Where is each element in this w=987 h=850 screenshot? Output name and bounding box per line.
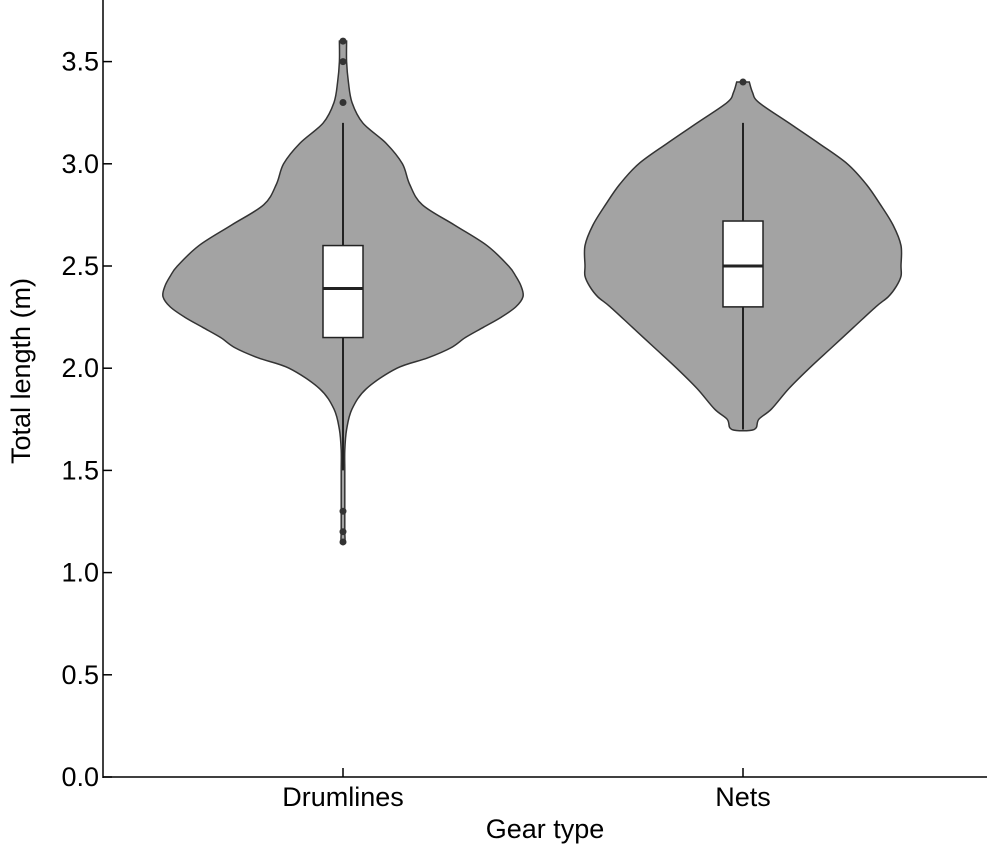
outlier-point bbox=[339, 98, 347, 106]
outlier-point bbox=[339, 528, 347, 536]
x-axis-title: Gear type bbox=[486, 814, 605, 844]
outlier-point bbox=[339, 37, 347, 45]
box-iqr bbox=[722, 220, 764, 308]
y-tick-label: 0.0 bbox=[61, 762, 99, 792]
x-tick-label: Nets bbox=[715, 782, 771, 812]
y-tick-label: 0.5 bbox=[61, 660, 99, 690]
y-tick-label: 1.0 bbox=[61, 558, 99, 588]
y-tick-label: 1.5 bbox=[61, 455, 99, 485]
y-tick-label: 3.0 bbox=[61, 149, 99, 179]
violin-drumlines bbox=[161, 37, 525, 546]
outlier-point bbox=[739, 78, 747, 86]
outlier-point bbox=[339, 538, 347, 546]
y-tick-label: 3.5 bbox=[61, 47, 99, 77]
outlier-point bbox=[339, 507, 347, 515]
plot-area bbox=[161, 37, 903, 546]
box-iqr bbox=[322, 244, 364, 339]
violin-nets bbox=[583, 78, 903, 432]
x-axis: Drumlines Nets bbox=[103, 768, 987, 812]
y-tick-label: 2.0 bbox=[61, 353, 99, 383]
x-tick-label: Drumlines bbox=[282, 782, 404, 812]
y-axis: 0.0 0.5 1.0 1.5 2.0 2.5 3.0 3.5 bbox=[61, 0, 112, 792]
y-tick-label: 2.5 bbox=[61, 251, 99, 281]
outlier-point bbox=[339, 58, 347, 66]
y-axis-title: Total length (m) bbox=[6, 278, 36, 464]
